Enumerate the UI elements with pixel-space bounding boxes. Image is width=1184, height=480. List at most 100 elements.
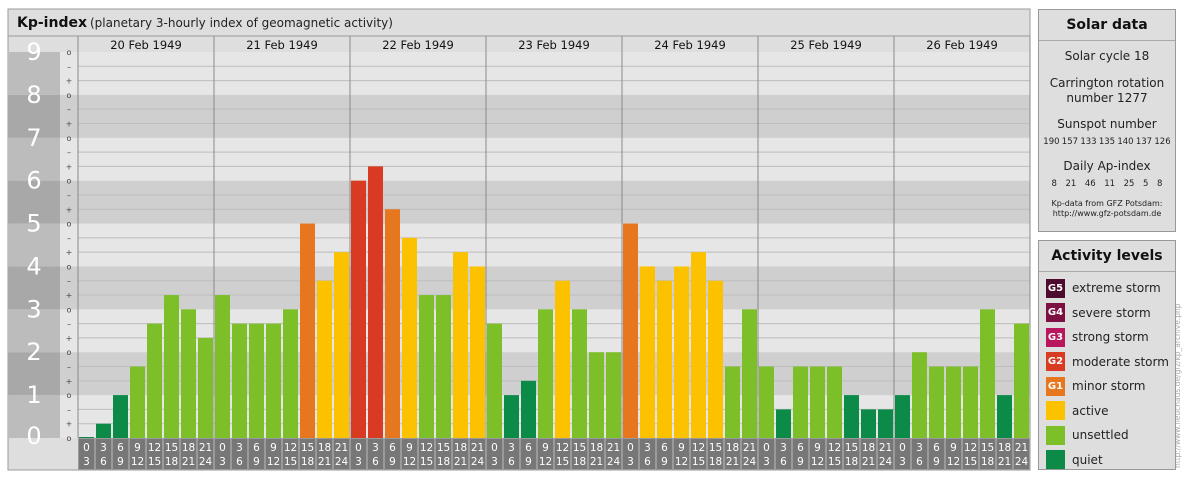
kp-minor-mark: o [67,220,72,229]
legend-swatch: G5 [1046,278,1065,298]
kp-axis-band [8,52,60,95]
legend-item: G1 minor storm [1039,374,1175,399]
hour-end-label: 3 [219,456,226,468]
hour-cell [436,439,451,469]
hour-end-label: 18 [165,456,178,468]
hour-start-label: 3 [780,442,787,454]
solar-data-title: Solar data [1066,17,1148,33]
day-label: 25 Feb 1949 [790,38,862,52]
day-label: 26 Feb 1949 [926,38,998,52]
hour-end-label: 24 [471,456,485,468]
source-link[interactable]: http://www.gfz-potsdam.de [1052,209,1162,218]
kp-minor-mark: + [66,377,73,386]
kp-minor-mark: o [67,348,72,357]
kp-bar [759,366,774,438]
legend-swatch: G2 [1046,352,1065,372]
ap-value: 8 [1051,179,1057,189]
plot-band [78,223,1030,267]
legend-label: unsettled [1072,428,1129,443]
kp-bar [691,252,706,438]
kp-bar [810,366,825,438]
minor-axis-band [60,180,78,224]
hour-end-label: 18 [709,456,722,468]
hour-end-label: 24 [1015,456,1029,468]
hour-start-label: 18 [726,442,739,454]
kp-bar [742,309,757,438]
kp-minor-mark: + [66,119,73,128]
hour-end-label: 9 [661,456,668,468]
hour-start-label: 15 [573,442,586,454]
hour-cell [113,439,128,469]
hour-cell [181,439,196,469]
ap-value: 25 [1123,179,1135,189]
hour-end-label: 12 [131,456,144,468]
hour-end-label: 3 [627,456,634,468]
kp-bar [946,366,961,438]
kp-minor-mark: o [67,48,72,57]
kp-bar [589,352,604,438]
kp-tick-label: 8 [26,81,41,109]
hour-cell [283,439,298,469]
hour-start-label: 21 [471,442,484,454]
hour-end-label: 21 [454,456,467,468]
hour-end-label: 6 [644,456,651,468]
hour-end-label: 15 [556,456,569,468]
kp-minor-mark: – [67,363,71,372]
hour-end-label: 12 [403,456,416,468]
sunspot-value: 133 [1080,137,1097,147]
kp-minor-mark: o [67,434,72,443]
kp-minor-mark: + [66,334,73,343]
kp-tick-label: 1 [26,381,41,409]
hour-cell [997,439,1012,469]
legend-label: severe storm [1072,305,1151,320]
hour-start-label: 15 [301,442,314,454]
kp-axis-band [8,137,60,181]
hour-end-label: 15 [284,456,297,468]
hour-cell [487,439,502,469]
legend-label: strong storm [1072,330,1149,345]
hour-start-label: 18 [590,442,603,454]
kp-axis-band [8,180,60,224]
hour-start-label: 6 [797,442,804,454]
kp-bar [266,323,281,438]
ap-value: 21 [1065,179,1077,189]
hour-end-label: 6 [508,456,515,468]
kp-bar [402,237,417,438]
legend-item: G2 moderate storm [1039,350,1175,375]
kp-minor-mark: o [67,134,72,143]
kp-bar [351,180,366,438]
hour-end-label: 12 [267,456,280,468]
kp-minor-mark: – [67,277,71,286]
hour-start-label: 3 [916,442,923,454]
hour-start-label: 0 [83,442,90,454]
kp-axis-band [8,395,60,438]
kp-bar [487,323,502,438]
legend-label: minor storm [1072,379,1146,394]
chart-title: Kp-index [17,15,87,31]
hour-cell [538,439,553,469]
kp-bar [130,366,145,438]
hour-end-label: 6 [780,456,787,468]
kp-bar [963,366,978,438]
chart-header-bar [7,8,1031,37]
kp-bar [453,252,468,438]
kp-bar [385,209,400,438]
minor-axis-band [60,352,78,396]
kp-bar [368,166,383,438]
minor-axis-band [60,94,78,138]
kp-bar [147,323,162,438]
hour-cell [164,439,179,469]
minor-axis-band [60,223,78,267]
hour-cell [402,439,417,469]
hour-start-label: 12 [420,442,433,454]
kp-bar [640,266,655,438]
kp-tick-label: 6 [26,167,41,195]
hour-start-label: 3 [644,442,651,454]
solar-cycle: Solar cycle 18 [1064,49,1150,63]
hour-cell [419,439,434,469]
hour-start-label: 6 [661,442,668,454]
hour-start-label: 6 [117,442,124,454]
hour-end-label: 3 [355,456,362,468]
kp-bar [96,423,111,438]
hour-start-label: 9 [814,442,821,454]
